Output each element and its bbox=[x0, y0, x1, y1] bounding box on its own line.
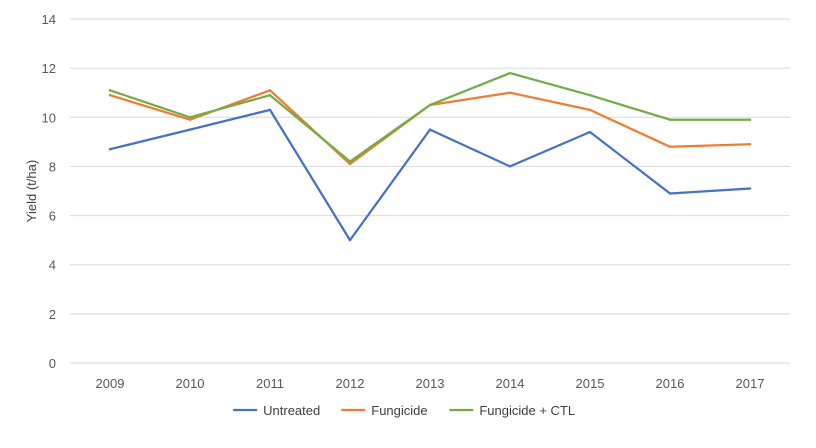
data-point bbox=[268, 108, 272, 112]
x-tick-label: 2009 bbox=[96, 376, 125, 391]
data-point bbox=[508, 165, 512, 168]
data-point bbox=[348, 160, 352, 163]
x-tick-label: 2017 bbox=[736, 376, 765, 391]
series-line-2 bbox=[108, 89, 752, 166]
legend: Untreated Fungicide Fungicide + CTL bbox=[233, 403, 575, 418]
data-point bbox=[588, 108, 592, 112]
y-axis-ticks: 0 2 4 6 8 10 12 14 bbox=[42, 12, 56, 371]
data-point bbox=[668, 118, 672, 121]
data-point bbox=[108, 148, 112, 151]
legend-item: Fungicide bbox=[341, 403, 428, 418]
x-tick-label: 2016 bbox=[656, 376, 685, 391]
legend-label: Untreated bbox=[263, 403, 320, 418]
gridlines bbox=[70, 18, 790, 364]
data-point bbox=[588, 93, 592, 97]
x-tick-label: 2013 bbox=[416, 376, 445, 391]
data-point bbox=[268, 89, 272, 92]
data-point bbox=[748, 118, 752, 121]
data-point bbox=[188, 118, 192, 121]
data-point bbox=[188, 116, 192, 119]
data-point bbox=[108, 93, 112, 97]
data-point bbox=[348, 238, 352, 242]
data-point bbox=[748, 143, 752, 146]
y-tick-label: 6 bbox=[49, 209, 56, 224]
y-tick-label: 10 bbox=[42, 110, 56, 125]
data-point bbox=[428, 128, 432, 131]
y-tick-label: 14 bbox=[42, 12, 56, 27]
data-point bbox=[268, 93, 272, 97]
data-point bbox=[508, 91, 512, 94]
y-tick-label: 8 bbox=[49, 159, 56, 174]
y-tick-label: 4 bbox=[49, 258, 56, 273]
data-point bbox=[348, 162, 352, 166]
data-point bbox=[588, 130, 592, 134]
data-point bbox=[108, 89, 112, 92]
data-point bbox=[668, 192, 672, 195]
data-point bbox=[428, 103, 432, 107]
legend-item: Untreated bbox=[233, 403, 320, 418]
y-axis-title: Yield (t/ha) bbox=[24, 160, 39, 222]
data-point bbox=[748, 187, 752, 190]
data-point bbox=[508, 71, 512, 75]
y-tick-label: 2 bbox=[49, 307, 56, 322]
data-point bbox=[188, 128, 192, 131]
y-tick-label: 12 bbox=[42, 61, 56, 76]
x-tick-label: 2010 bbox=[176, 376, 205, 391]
legend-label: Fungicide + CTL bbox=[479, 403, 575, 418]
y-tick-label: 0 bbox=[49, 356, 56, 371]
x-axis-ticks: 2009 2010 2011 2012 2013 2014 2015 2016 2017 bbox=[96, 376, 765, 391]
data-point bbox=[668, 145, 672, 148]
legend-item: Fungicide + CTL bbox=[449, 403, 575, 418]
series-lines bbox=[108, 71, 752, 242]
x-tick-label: 2011 bbox=[256, 376, 284, 391]
x-tick-label: 2014 bbox=[496, 376, 525, 391]
legend-label: Fungicide bbox=[371, 403, 427, 418]
x-tick-label: 2012 bbox=[336, 376, 365, 391]
x-tick-label: 2015 bbox=[576, 376, 605, 391]
